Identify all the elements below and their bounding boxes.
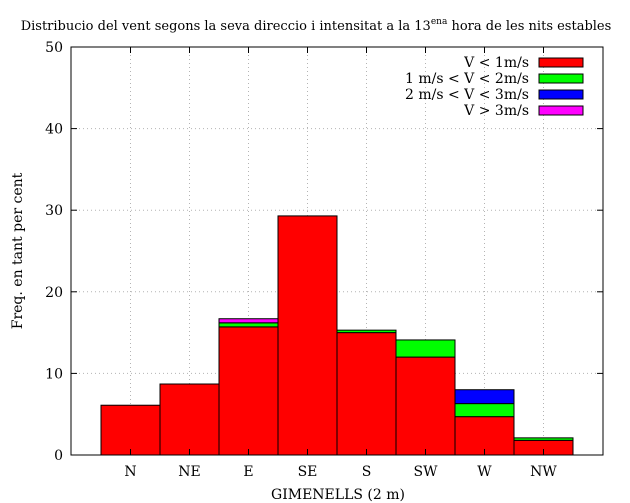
legend-swatch-2 [538,73,584,84]
y-tick-label: 10 [45,366,63,382]
plot-frame [70,46,604,456]
y-tick-label: 0 [54,448,63,464]
axis-ticks: 0 10 20 30 40 50 N NE E SE S SW W NW [45,40,603,480]
legend: V < 1m/s1 m/s < V < 2m/s2 m/s < V < 3m/s… [405,55,584,119]
bar-sw-series-1 [395,356,456,456]
bar-n-series-1 [100,404,161,456]
chart-title-main: Distribucio del vent segons la seva dire… [21,19,431,34]
y-tick-label: 20 [45,285,63,301]
x-tick-label-e: E [243,464,253,480]
legend-label-2: 1 m/s < V < 2m/s [405,71,529,87]
x-tick-label-ne: NE [178,464,200,480]
legend-swatch-4 [538,105,584,116]
x-axis-label: GIMENELLS (2 m) [271,487,405,503]
chart-title-tail: hora de les nits estables [447,19,611,34]
bar-ne-series-1 [159,383,220,456]
legend-label-4: V > 3m/s [463,103,529,119]
y-tick-label: 30 [45,203,63,219]
legend-label-3: 2 m/s < V < 3m/s [405,87,529,103]
bar-w-series-3 [454,389,515,405]
x-tick-label-w: W [477,464,492,480]
bar-w-series-2 [454,403,515,418]
bar-sw-series-2 [395,339,456,358]
y-tick-label: 50 [45,40,63,56]
legend-label-1: V < 1m/s [463,55,529,71]
bar-e-series-4 [218,318,279,324]
x-tick-label-nw: NW [530,464,557,480]
chart-title-superscript: ena [431,17,448,27]
x-tick-label-n: N [124,464,136,480]
y-axis-label: Freq. en tant per cent [10,172,26,329]
bar-se-series-1 [277,215,338,456]
bar-s-series-1 [336,332,397,456]
x-tick-label-sw: SW [414,464,439,480]
legend-swatch-3 [538,89,584,100]
bar-nw-series-2 [513,437,574,441]
bar-s-series-2 [336,329,397,334]
legend-swatch-1 [538,57,584,68]
bars [100,215,574,456]
chart-title: Distribucio del vent segons la seva dire… [21,17,612,34]
bar-e-series-2 [218,322,279,328]
x-tick-label-s: S [362,464,372,480]
x-tick-label-se: SE [298,464,318,480]
y-tick-label: 40 [45,122,63,138]
bar-e-series-1 [218,326,279,456]
